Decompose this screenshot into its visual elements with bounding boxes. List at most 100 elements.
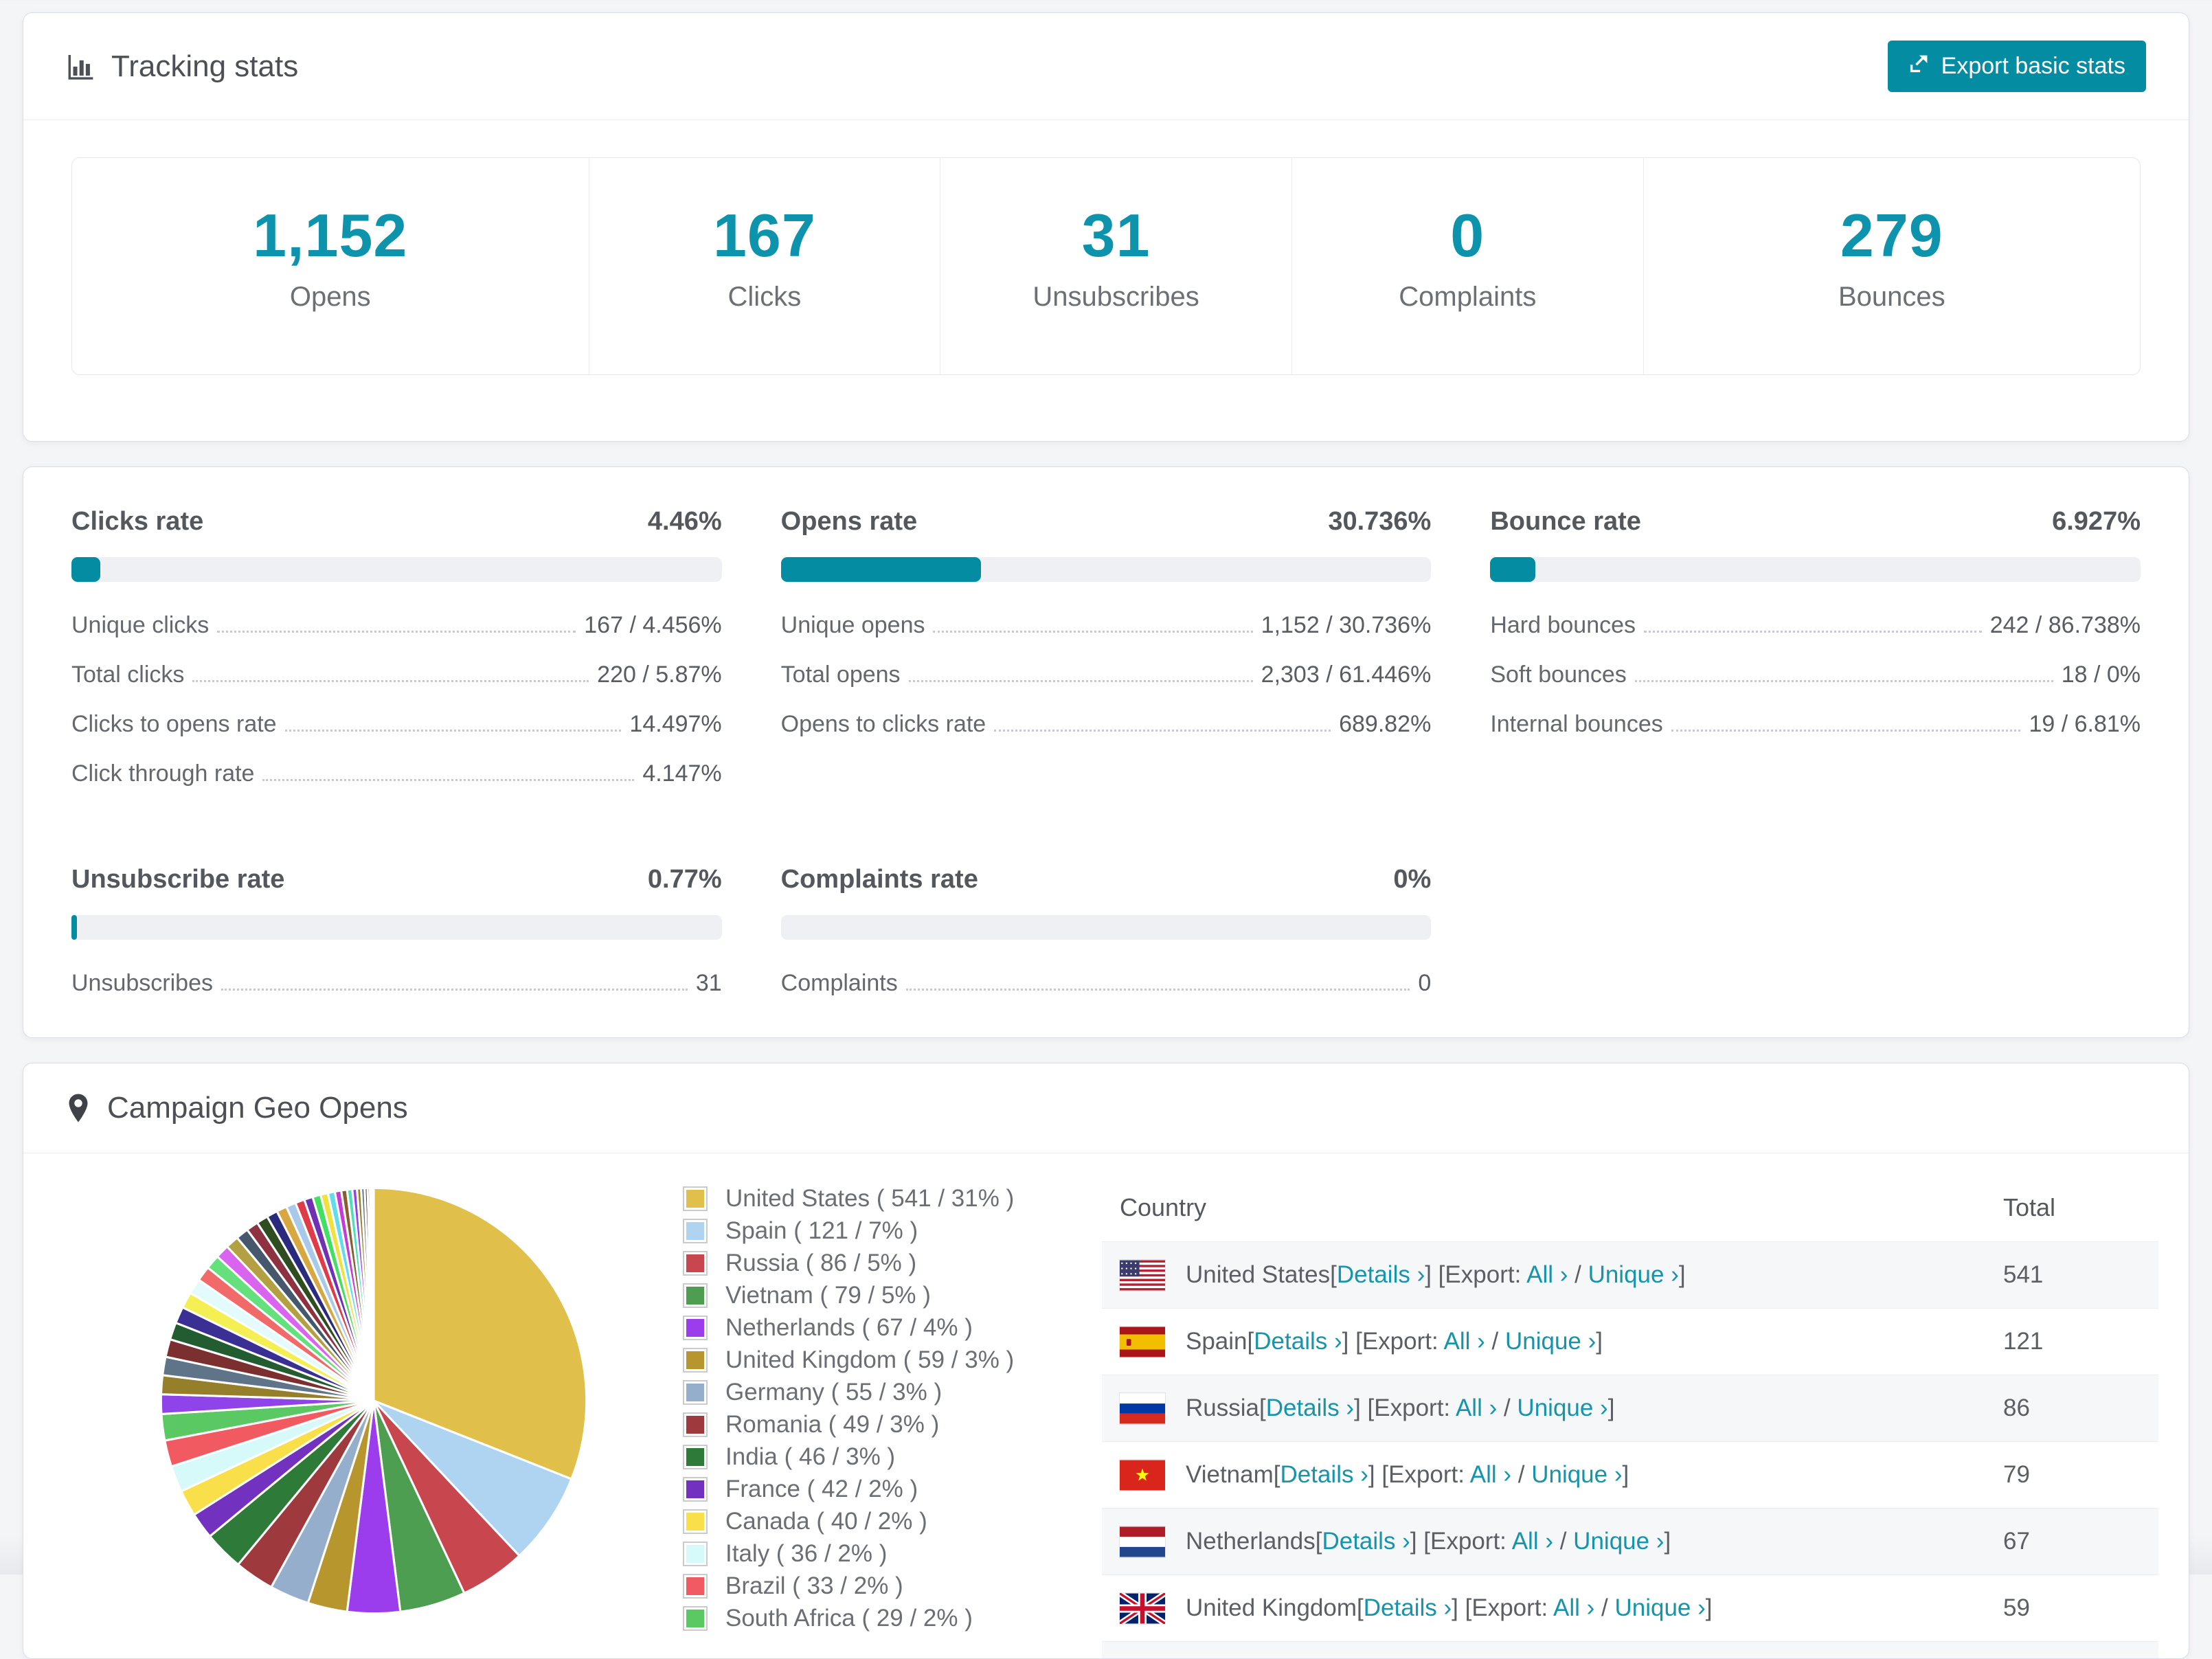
pie-chart-svg	[159, 1186, 588, 1615]
legend-item-italy: Italy ( 36 / 2% )	[683, 1540, 1068, 1568]
dotted-leader	[217, 631, 576, 633]
rate-rows: Unique opens 1,152 / 30.736% Total opens 2,…	[781, 612, 1432, 738]
rate-opens-rate: Opens rate 30.736% Unique opens 1,152 / 30.…	[780, 507, 1432, 810]
rate-row-value: 167 / 4.456%	[584, 612, 722, 638]
separator: /	[1553, 1528, 1574, 1555]
rate-row-click-through-rate: Click through rate 4.147%	[71, 760, 722, 787]
stat-label: Opens	[289, 282, 371, 312]
legend-label: Spain ( 121 / 7% )	[725, 1217, 918, 1244]
legend-item-netherlands: Netherlands ( 67 / 4% )	[683, 1314, 1068, 1342]
rate-percent: 30.736%	[1328, 507, 1432, 536]
details-link[interactable]: Details ›	[1265, 1395, 1355, 1421]
rate-rows: Complaints 0	[781, 970, 1432, 997]
rate-rows: Unique clicks 167 / 4.456% Total clicks 220…	[71, 612, 722, 787]
legend-swatch-color	[686, 1222, 704, 1240]
export-unique-link[interactable]: Unique ›	[1517, 1395, 1608, 1421]
country-cell: Russia [Details ›] [Export: All › / Uniq…	[1120, 1393, 2003, 1424]
rate-rows: Unsubscribes 31	[71, 970, 722, 997]
details-link[interactable]: Details ›	[1254, 1328, 1342, 1355]
bracket: [	[1357, 1594, 1364, 1621]
export-all-link[interactable]: All ›	[1455, 1395, 1498, 1421]
details-link[interactable]: Details ›	[1280, 1461, 1368, 1488]
country-cell: Netherlands [Details ›] [Export: All › /…	[1120, 1526, 2003, 1557]
export-unique-link[interactable]: Unique ›	[1588, 1261, 1679, 1288]
bracket: ] [	[1410, 1528, 1431, 1555]
bracket: ]	[1607, 1395, 1615, 1421]
rate-row-opens-to-clicks-rate: Opens to clicks rate 689.82%	[781, 711, 1432, 738]
bracket: [	[1247, 1328, 1254, 1355]
separator: /	[1511, 1461, 1532, 1488]
bracket: ] [	[1452, 1594, 1472, 1621]
export-all-link[interactable]: All ›	[1511, 1528, 1553, 1555]
rate-row-value: 18 / 0%	[2061, 662, 2141, 688]
rate-row-label: Unique clicks	[71, 612, 210, 638]
legend-label: Netherlands ( 67 / 4% )	[725, 1314, 973, 1341]
legend-swatch	[683, 1542, 708, 1566]
legend-label: Canada ( 40 / 2% )	[725, 1508, 927, 1535]
legend-swatch-color	[686, 1513, 704, 1531]
export-all-link[interactable]: All ›	[1553, 1594, 1595, 1621]
rate-title-row: Bounce rate 6.927%	[1490, 507, 2141, 537]
legend-label: Vietnam ( 79 / 5% )	[725, 1282, 931, 1309]
geo-table: Country Total United States [Details ›] …	[1102, 1171, 2158, 1658]
rate-row-value: 2,303 / 61.446%	[1261, 662, 1432, 688]
export-unique-link[interactable]: Unique ›	[1614, 1594, 1706, 1621]
export-label: Export:	[1374, 1395, 1456, 1421]
tracking-stats-title: Tracking stats	[66, 49, 298, 84]
legend-swatch-color	[686, 1319, 704, 1337]
legend-label: Brazil ( 33 / 2% )	[725, 1572, 903, 1599]
country-name: Vietnam	[1186, 1461, 1274, 1488]
export-unique-link[interactable]: Unique ›	[1504, 1328, 1596, 1355]
bracket: ] [	[1368, 1461, 1389, 1488]
legend-swatch-color	[686, 1577, 704, 1595]
rate-row-label: Unique opens	[780, 612, 925, 638]
legend-swatch	[683, 1348, 708, 1373]
dotted-leader	[908, 680, 1253, 682]
total-cell: 79	[2003, 1461, 2030, 1488]
country-name: Russia	[1186, 1395, 1259, 1421]
rate-row-internal-bounces: Internal bounces 19 / 6.81%	[1490, 711, 2141, 738]
rate-title-row: Complaints rate 0%	[781, 865, 1432, 894]
legend-swatch	[683, 1186, 708, 1211]
legend-item-canada: Canada ( 40 / 2% )	[683, 1508, 1068, 1535]
details-link[interactable]: Details ›	[1336, 1261, 1425, 1288]
legend-swatch-color	[686, 1448, 704, 1466]
rate-row-label: Total opens	[780, 662, 901, 688]
legend-swatch	[683, 1412, 708, 1437]
legend-item-united-states: United States ( 541 / 31% )	[683, 1185, 1068, 1212]
rate-progress-bar	[71, 557, 722, 582]
legend-swatch	[683, 1509, 708, 1534]
bracket: [	[1273, 1461, 1280, 1488]
country-cell: Vietnam [Details ›] [Export: All › / Uni…	[1120, 1460, 2003, 1491]
rate-progress-bar	[1490, 557, 2141, 582]
details-link[interactable]: Details ›	[1322, 1528, 1410, 1555]
export-unique-link[interactable]: Unique ›	[1531, 1461, 1623, 1488]
legend-swatch-color	[686, 1480, 704, 1498]
rate-row-label: Clicks to opens rate	[71, 711, 277, 737]
rate-row-total-clicks: Total clicks 220 / 5.87%	[71, 662, 722, 688]
ru-flag-icon	[1120, 1393, 1165, 1424]
legend-swatch	[683, 1380, 708, 1405]
export-all-link[interactable]: All ›	[1526, 1261, 1568, 1288]
export-basic-stats-button[interactable]: Export basic stats	[1887, 41, 2146, 92]
export-all-link[interactable]: All ›	[1469, 1461, 1512, 1488]
dotted-leader	[905, 989, 1410, 991]
vn-flag-icon	[1120, 1460, 1165, 1491]
dotted-leader	[1634, 680, 2053, 682]
separator: /	[1497, 1395, 1517, 1421]
stat-value: 0	[1450, 201, 1485, 269]
country-name: Netherlands	[1186, 1528, 1316, 1555]
rate-progress-fill	[71, 557, 101, 582]
bracket: ]	[1596, 1328, 1603, 1355]
table-row-russia: Russia [Details ›] [Export: All › / Uniq…	[1102, 1375, 2158, 1441]
export-all-link[interactable]: All ›	[1443, 1328, 1485, 1355]
geo-opens-title: Campaign Geo Opens	[66, 1091, 408, 1125]
export-unique-link[interactable]: Unique ›	[1573, 1528, 1664, 1555]
rates-card: Clicks rate 4.46% Unique clicks 167 / 4.456…	[23, 466, 2189, 1038]
rate-row-hard-bounces: Hard bounces 242 / 86.738%	[1490, 612, 2141, 639]
details-link[interactable]: Details ›	[1363, 1594, 1452, 1621]
rate-complaints-rate: Complaints rate 0% Complaints 0	[780, 865, 1432, 1019]
pie-slice-united-states	[372, 1186, 588, 1481]
rate-progress-fill	[780, 557, 981, 582]
legend-item-south-africa: South Africa ( 29 / 2% )	[683, 1605, 1068, 1632]
